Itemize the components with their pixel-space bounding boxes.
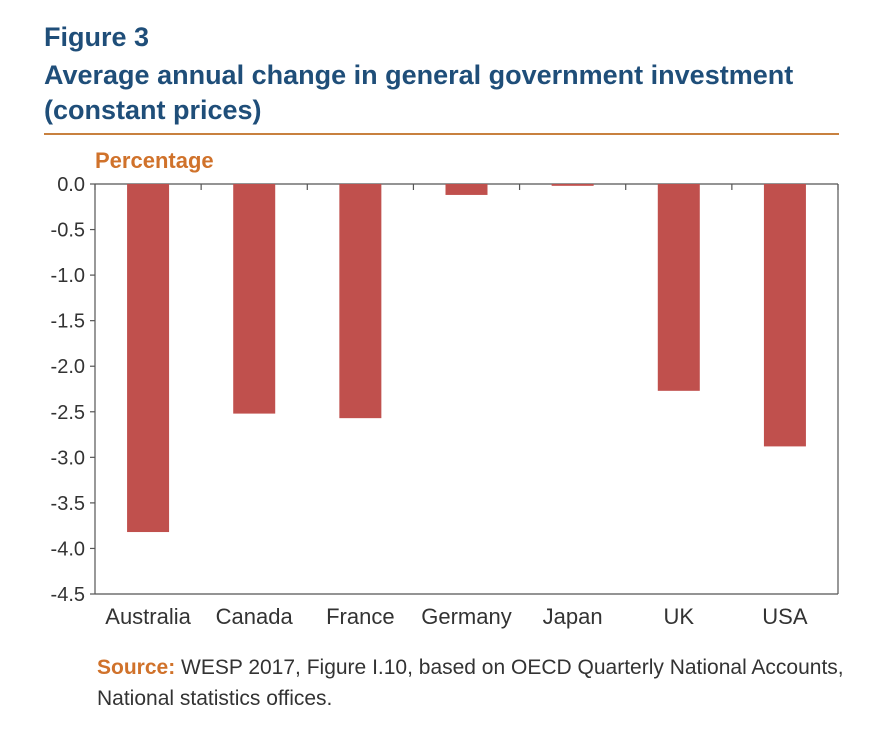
y-tick-label: 0.0 — [57, 174, 85, 196]
y-axis-label: Percentage — [95, 148, 214, 173]
y-tick-label: -2.0 — [51, 356, 85, 378]
y-tick-label: -3.0 — [51, 447, 85, 469]
chart-axes — [90, 183, 839, 595]
y-tick-label: -3.5 — [51, 493, 85, 515]
x-tick-label: Canada — [216, 604, 294, 629]
bar-chart: Percentage Australia Canada France Germany J… — [51, 148, 839, 629]
bar-france — [339, 184, 382, 419]
title-rule — [44, 133, 839, 135]
y-tick-label: -4.5 — [51, 584, 85, 606]
y-tick-label: -0.5 — [51, 220, 85, 242]
bar-usa — [763, 184, 806, 447]
bar-japan — [551, 184, 594, 186]
y-tick-labels: 0.0 -0.5 -1.0 -1.5 -2.0 -2.5 -3.0 -3.5 -4.0 -4.5 — [51, 174, 85, 606]
x-tick-label: USA — [762, 604, 808, 629]
source-note: Source: WESP 2017, Figure I.10, based on… — [97, 652, 857, 714]
source-text: WESP 2017, Figure I.10, based on OECD Qu… — [97, 656, 844, 710]
y-tick-label: -4.0 — [51, 538, 85, 560]
x-tick-label: UK — [664, 604, 695, 629]
figure-label: Figure 3 — [44, 22, 150, 52]
y-tick-label: -2.5 — [51, 402, 85, 424]
bar-canada — [233, 184, 276, 414]
chart-title: Average annual change in general governm… — [44, 60, 794, 125]
x-tick-label: Australia — [105, 604, 191, 629]
bar-uk — [657, 184, 700, 391]
bar-australia — [127, 184, 170, 533]
bar-germany — [445, 184, 488, 195]
x-tick-label: France — [326, 604, 394, 629]
y-tick-label: -1.0 — [51, 265, 85, 287]
chart-bars — [127, 184, 806, 533]
x-tick-labels: Australia Canada France Germany Japan UK USA — [105, 604, 808, 629]
source-label: Source: — [97, 656, 176, 679]
y-tick-label: -1.5 — [51, 311, 85, 333]
x-tick-label: Germany — [421, 604, 511, 629]
x-tick-label: Japan — [543, 604, 603, 629]
